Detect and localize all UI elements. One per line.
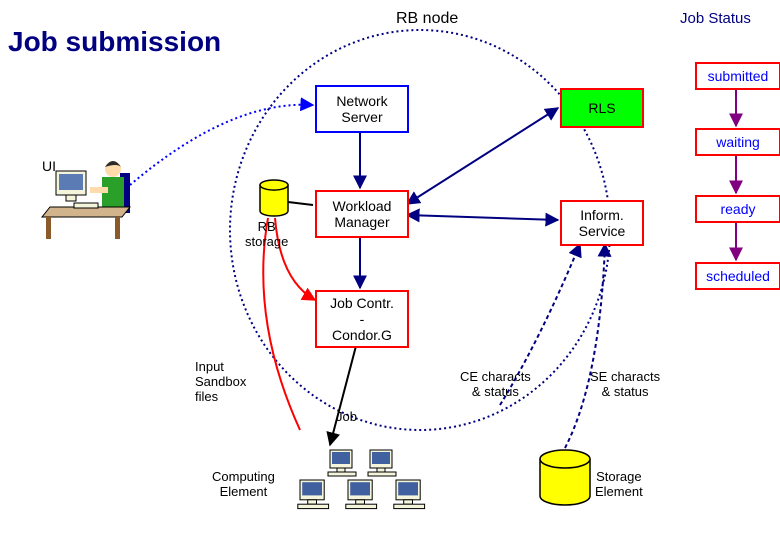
job-status-heading: Job Status <box>680 10 751 27</box>
status-waiting: waiting <box>695 128 780 156</box>
workload-manager-box: WorkloadManager <box>315 190 409 238</box>
computing-element-label: ComputingElement <box>212 470 275 500</box>
main-title: Job submission <box>8 26 221 58</box>
ce-characts-label: CE characts& status <box>460 370 531 400</box>
status-submitted: submitted <box>695 62 780 90</box>
inform-service-box: Inform.Service <box>560 200 644 246</box>
input-sandbox-label: InputSandboxfiles <box>195 360 246 405</box>
diagram-stage: Job submission RB node Job Status Networ… <box>0 0 780 540</box>
rb-node-label: RB node <box>396 10 458 28</box>
se-characts-label: SE characts& status <box>590 370 660 400</box>
rb-storage-label: RBstorage <box>245 220 288 250</box>
storage-element-label: StorageElement <box>595 470 643 500</box>
rls-box: RLS <box>560 88 644 128</box>
diagram-svg <box>0 0 780 540</box>
status-ready: ready <box>695 195 780 223</box>
status-scheduled: scheduled <box>695 262 780 290</box>
network-server-box: NetworkServer <box>315 85 409 133</box>
job-controller-box: Job Contr.-Condor.G <box>315 290 409 348</box>
ui-label: UI <box>42 158 56 174</box>
job-arrow-label: Job <box>336 410 357 425</box>
